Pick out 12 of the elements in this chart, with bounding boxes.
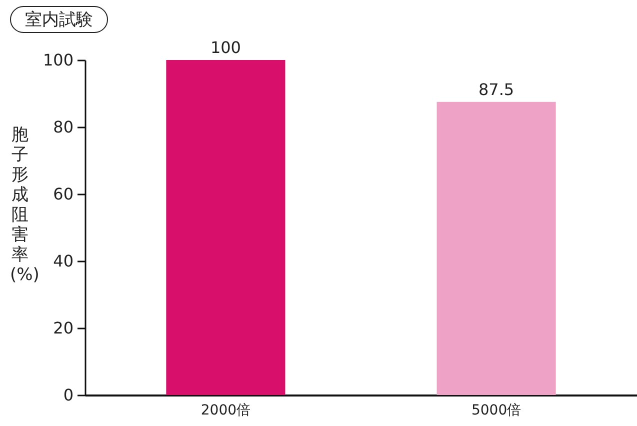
x-tick-label: 5000倍	[471, 402, 522, 418]
y-tick-label: 0	[63, 386, 74, 404]
y-tick-label: 60	[53, 184, 74, 204]
y-axis-title: 胞子形成阻害率(%)	[10, 125, 40, 285]
data-label: 100	[210, 38, 241, 57]
y-tick-label: 40	[53, 252, 74, 270]
y-tick-label: 100	[42, 50, 74, 70]
data-label: 87.5	[478, 80, 514, 99]
y-tick-label: 80	[53, 118, 74, 136]
x-tick-label: 2000倍	[200, 402, 251, 418]
y-tick-label: 20	[53, 318, 74, 338]
chart-title: 室内試験	[10, 6, 108, 33]
